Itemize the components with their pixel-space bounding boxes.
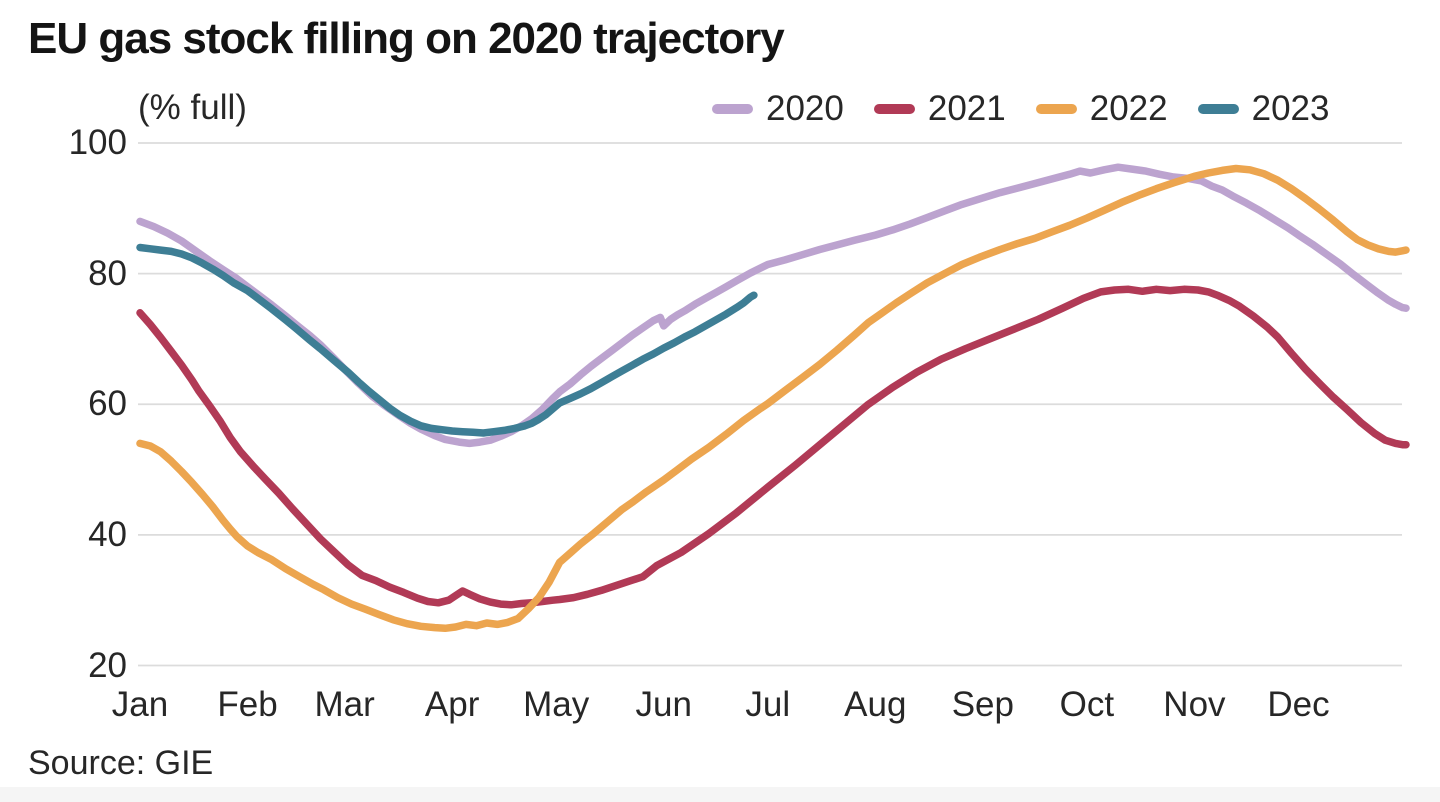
series-line-2023: [136, 243, 758, 437]
legend-item-2023: 2023: [1197, 89, 1330, 129]
chart-legend: 2020 2021 2022 2023: [712, 89, 1360, 129]
legend-label: 2020: [766, 89, 844, 128]
legend-label: 2023: [1251, 89, 1330, 128]
x-axis-label: Jun: [635, 685, 692, 724]
legend-item-2021: 2021: [873, 89, 1006, 129]
legend-swatch: [1035, 104, 1077, 114]
legend-swatch: [712, 104, 753, 114]
legend-swatch: [1197, 104, 1239, 114]
legend-swatch: [873, 104, 915, 114]
x-axis-label: Apr: [424, 685, 480, 724]
x-axis-label: Jul: [745, 685, 791, 724]
source-note: Source: GIE: [28, 744, 214, 782]
y-axis-label: 40: [88, 514, 127, 554]
legend-label: 2021: [927, 89, 1006, 128]
series-lines: [136, 163, 1410, 633]
x-axis-label: Dec: [1267, 685, 1330, 724]
x-axis-label: Aug: [844, 685, 907, 724]
y-axis-label: 20: [88, 645, 127, 685]
x-axis-label: Feb: [217, 685, 278, 724]
y-axis-label: 100: [68, 123, 127, 162]
y-axis-label: 80: [88, 253, 127, 293]
page-title: EU gas stock filling on 2020 trajectory: [28, 14, 785, 63]
x-axis-label: Jan: [111, 685, 169, 724]
legend-label: 2022: [1089, 89, 1168, 128]
legend-item-2022: 2022: [1035, 89, 1168, 129]
series-line-2021: [136, 285, 1410, 609]
legend-item-2020: 2020: [712, 89, 844, 129]
x-axis-label: Sep: [951, 685, 1014, 724]
y-axis-unit-label: (% full): [138, 88, 247, 127]
y-axis-label: 60: [88, 384, 127, 424]
bottom-strip: [0, 787, 1440, 802]
x-axis-label: Oct: [1059, 685, 1115, 724]
x-axis-label: Mar: [314, 685, 375, 724]
x-axis-label: Nov: [1163, 685, 1226, 724]
series-line-2022: [136, 164, 1410, 633]
x-axis-label: May: [523, 685, 590, 724]
